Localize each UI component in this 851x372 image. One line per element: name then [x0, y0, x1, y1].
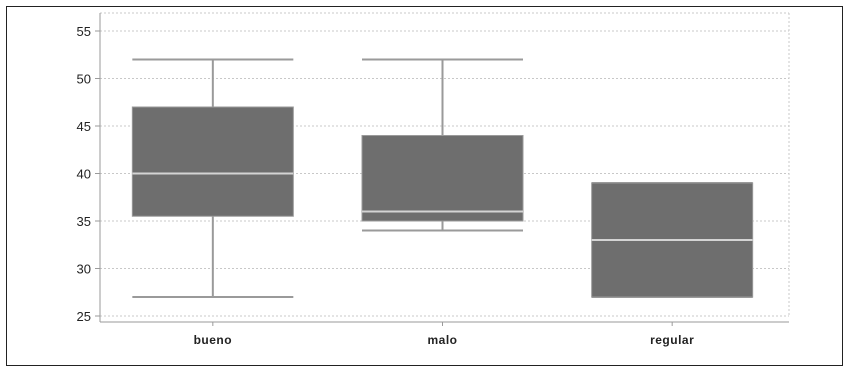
x-tick-label: malo [427, 333, 457, 347]
y-tick-label: 40 [77, 167, 91, 182]
boxes [131, 58, 754, 298]
iqr-box [131, 106, 294, 217]
box-regular [591, 182, 754, 298]
axes [95, 13, 789, 326]
box-plot-chart: 25 30 35 40 45 50 55 bueno malo regular [77, 12, 790, 347]
chart-frame: 25 30 35 40 45 50 55 bueno malo regular [6, 6, 843, 366]
y-tick-label: 25 [77, 309, 91, 324]
y-tick-label: 55 [77, 24, 91, 39]
y-tick-label: 45 [77, 119, 91, 134]
y-tick-label: 35 [77, 214, 91, 229]
x-tick-label: bueno [194, 333, 233, 347]
y-tick-label: 30 [77, 262, 91, 277]
box-bueno [131, 58, 294, 298]
box-malo [361, 58, 524, 232]
x-tick-label: regular [650, 333, 694, 347]
y-tick-label: 50 [77, 72, 91, 87]
iqr-box [361, 135, 524, 222]
labels: 25 30 35 40 45 50 55 bueno malo regular [77, 24, 694, 347]
